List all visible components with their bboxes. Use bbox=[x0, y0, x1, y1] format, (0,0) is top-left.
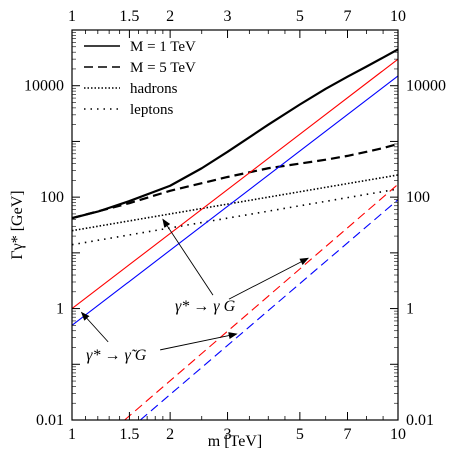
y-tick-label-left-4: 10000 bbox=[24, 78, 64, 95]
y-tick-label-right-4: 10000 bbox=[406, 78, 446, 95]
legend-entry-2: M = 5 TeV bbox=[84, 60, 196, 76]
x-tick-label-top-3: 2 bbox=[166, 8, 174, 25]
y-tick-label-left-2: 1 bbox=[56, 301, 64, 318]
y-tick-label-right-2: 1 bbox=[406, 301, 414, 318]
annotations: γ* → γ G γ* → γ̃ G bbox=[80, 218, 310, 364]
x-tick-label-bottom-5: 5 bbox=[296, 426, 304, 443]
series-line-3 bbox=[72, 174, 398, 232]
plot-area bbox=[72, 48, 398, 420]
arrow-gravitino-G-1TeV bbox=[80, 311, 109, 343]
x-tick-label-top-5: 5 bbox=[296, 8, 304, 25]
y-tick-label-left-1: 0.01 bbox=[36, 412, 64, 429]
legend-label-2: M = 5 TeV bbox=[130, 60, 196, 76]
x-tick-label-top-6: 7 bbox=[344, 8, 352, 25]
x-tick-label-bottom-3: 2 bbox=[166, 426, 174, 443]
series-line-6 bbox=[72, 75, 398, 326]
series-line-4 bbox=[72, 188, 398, 246]
x-tick-label-bottom-6: 7 bbox=[344, 426, 352, 443]
axis-ticks bbox=[71, 29, 399, 421]
series-line-7 bbox=[124, 183, 398, 420]
x-tick-label-bottom-7: 10 bbox=[390, 426, 406, 443]
legend-entry-4: leptons bbox=[84, 102, 173, 118]
legend: M = 1 TeV M = 5 TeV hadrons leptons bbox=[84, 39, 196, 118]
arrow-gamma-G-1TeV bbox=[162, 218, 214, 296]
plot-frame bbox=[71, 29, 399, 421]
annotation-gravitino-G: γ* → γ̃ G bbox=[86, 347, 147, 364]
y-tick-label-right-1: 0.01 bbox=[406, 412, 434, 429]
x-tick-label-bottom-4: 3 bbox=[224, 426, 232, 443]
x-tick-label-top-1: 1 bbox=[68, 8, 76, 25]
y-tick-label-right-3: 100 bbox=[406, 189, 430, 206]
x-tick-label-top-2: 1.5 bbox=[119, 8, 139, 25]
legend-entry-1: M = 1 TeV bbox=[84, 39, 196, 55]
series-line-2 bbox=[72, 142, 398, 220]
legend-label-1: M = 1 TeV bbox=[130, 39, 196, 55]
arrow-gamma-G-5TeV bbox=[228, 257, 310, 300]
x-tick-label-bottom-2: 1.5 bbox=[119, 426, 139, 443]
y-tick-label-left-3: 100 bbox=[40, 189, 64, 206]
annotation-gamma-G: γ* → γ G bbox=[175, 298, 236, 315]
y-axis-title: Γγ* [GeV] bbox=[9, 190, 26, 259]
series-line-1 bbox=[72, 48, 398, 220]
series-line-5 bbox=[72, 58, 398, 310]
series-line-8 bbox=[139, 199, 398, 420]
legend-entry-3: hadrons bbox=[84, 81, 178, 97]
x-tick-label-top-4: 3 bbox=[224, 8, 232, 25]
arrow-gravitino-G-5TeV bbox=[160, 332, 238, 351]
x-axis-title: m [TeV] bbox=[208, 433, 262, 450]
x-tick-label-bottom-1: 1 bbox=[68, 426, 76, 443]
legend-label-4: leptons bbox=[130, 102, 173, 118]
x-tick-label-top-7: 10 bbox=[390, 8, 406, 25]
legend-label-3: hadrons bbox=[130, 81, 178, 97]
